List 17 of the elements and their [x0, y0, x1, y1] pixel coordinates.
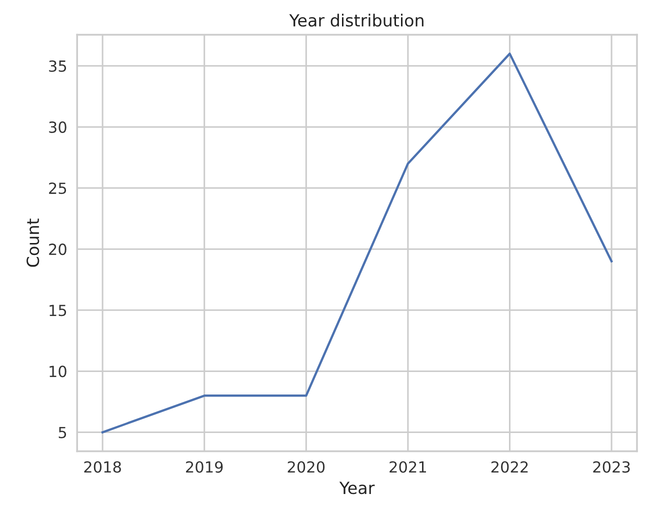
- y-tick-label: 10: [50, 366, 66, 378]
- y-tick-label: 35: [49, 60, 66, 72]
- x-tick-label: 2022: [491, 461, 528, 473]
- line-series: [101, 52, 613, 434]
- y-tick-label: 25: [49, 182, 66, 194]
- y-axis-title: Count: [26, 218, 40, 267]
- x-tick-label: 2019: [186, 461, 223, 473]
- x-axis-title: Year: [339, 482, 375, 494]
- x-tick-label: 2023: [593, 461, 630, 473]
- x-tick-label: 2021: [390, 461, 426, 473]
- y-tick-label: 15: [50, 304, 66, 316]
- y-tick-label: 20: [49, 244, 66, 256]
- chart-title: Year distribution: [289, 14, 424, 27]
- y-tick-label: 30: [49, 121, 66, 133]
- x-tick-label: 2018: [84, 461, 121, 473]
- y-tick-label: 5: [58, 426, 66, 438]
- x-tick-label: 2020: [288, 461, 325, 473]
